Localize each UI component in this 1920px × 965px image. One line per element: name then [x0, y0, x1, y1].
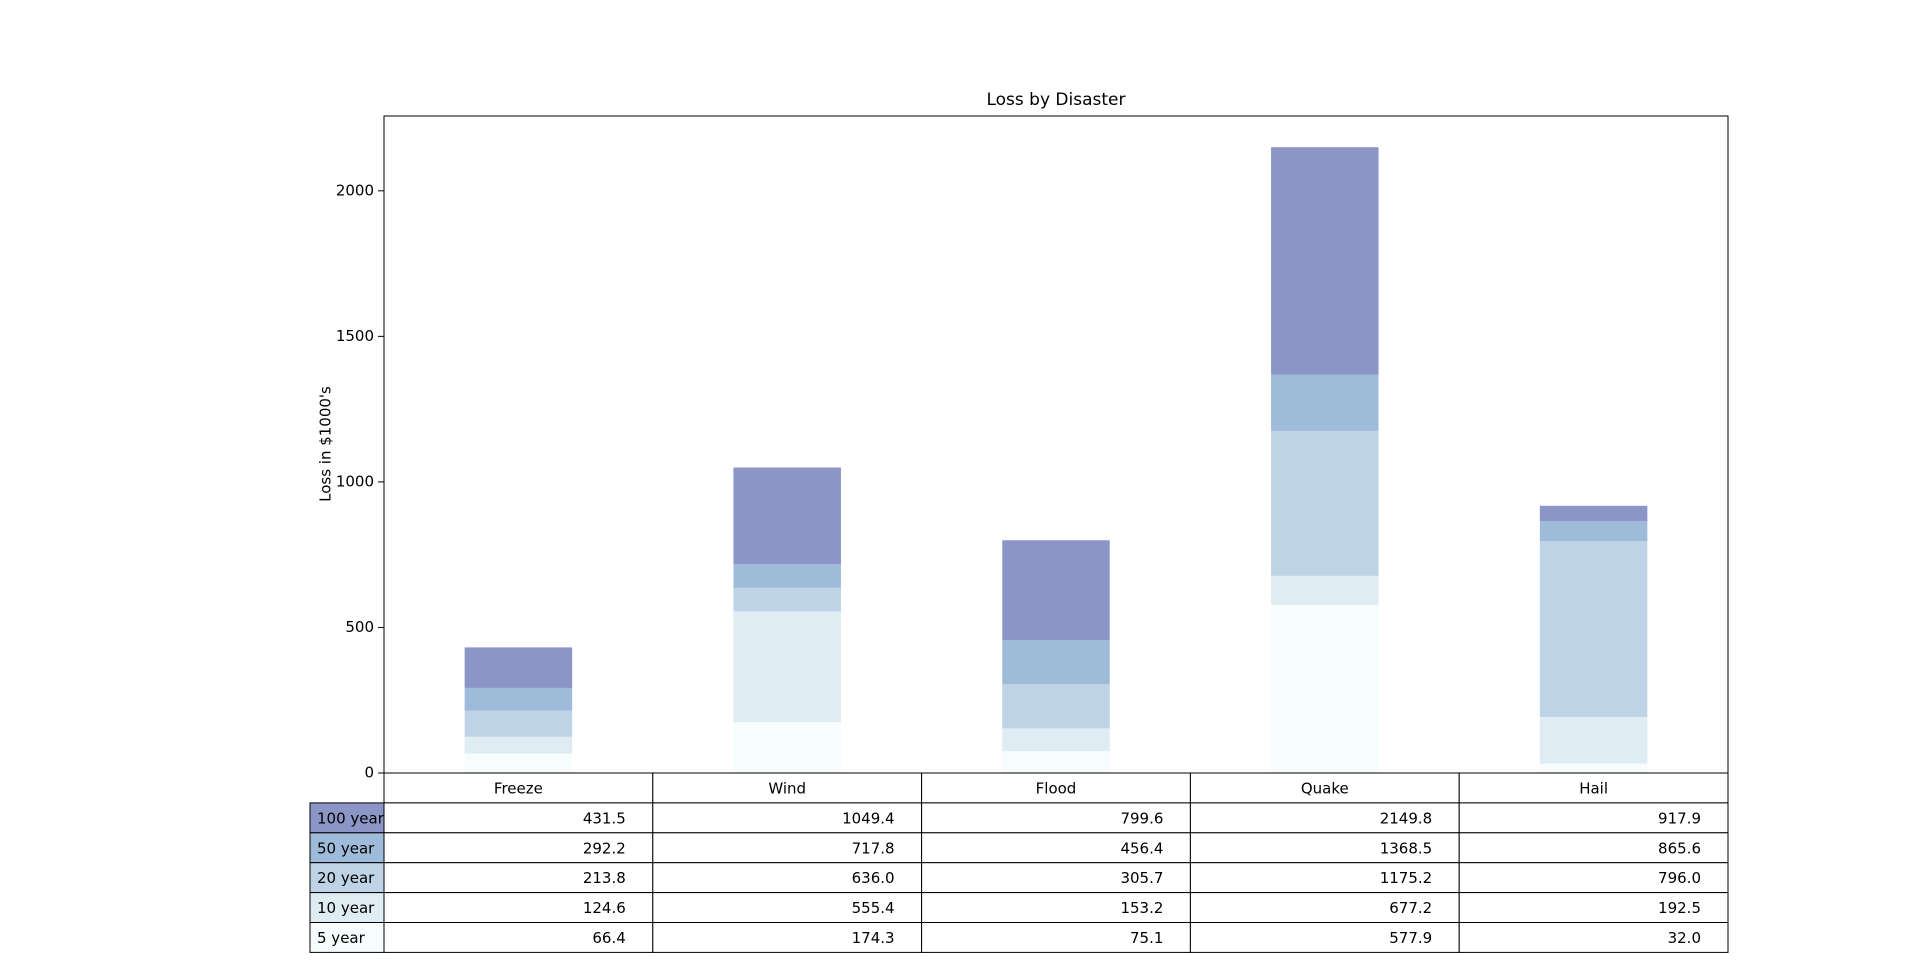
cell-value: 1049.4	[842, 809, 895, 827]
table-cell	[383, 832, 654, 864]
bar-segment	[1271, 374, 1379, 431]
cell-value: 555.4	[852, 899, 895, 917]
legend-swatch	[309, 922, 385, 953]
cell-value: 717.8	[852, 839, 895, 857]
cell-value: 292.2	[583, 839, 626, 857]
bar-segment	[733, 722, 841, 773]
bar-segment	[733, 587, 841, 612]
cell-value: 305.7	[1120, 869, 1163, 887]
row-label: 100 year	[317, 809, 385, 827]
table-cell	[1189, 922, 1460, 953]
bar-segment	[1002, 684, 1110, 729]
cell-value: 677.2	[1389, 899, 1432, 917]
cell-value: 799.6	[1120, 809, 1163, 827]
table-cell	[921, 922, 1191, 953]
table-header-cell	[383, 772, 654, 804]
y-tick-label: 1500	[336, 327, 374, 345]
bar-segment	[1539, 541, 1648, 717]
column-header: Freeze	[494, 779, 543, 797]
table-cell	[1189, 862, 1460, 894]
bar-segment	[733, 564, 841, 588]
bar-segment	[464, 753, 573, 773]
table-cell	[652, 862, 923, 894]
cell-value: 865.6	[1658, 839, 1701, 857]
bar-segment	[1539, 763, 1648, 773]
cell-value: 174.3	[852, 929, 895, 947]
table-cell	[383, 892, 654, 923]
cell-value: 2149.8	[1380, 809, 1433, 827]
table-cell	[1458, 892, 1729, 923]
cell-value: 1175.2	[1380, 869, 1433, 887]
table-cell	[921, 862, 1191, 894]
bar-segment	[464, 647, 573, 688]
cell-value: 636.0	[852, 869, 895, 887]
table-cell	[652, 832, 923, 864]
bar-segment	[464, 710, 573, 737]
y-axis-label: Loss in $1000's	[317, 386, 335, 502]
cell-value: 75.1	[1130, 929, 1163, 947]
cell-value: 577.9	[1389, 929, 1432, 947]
cell-value: 153.2	[1120, 899, 1163, 917]
cell-value: 124.6	[583, 899, 626, 917]
bar-segment	[733, 611, 841, 723]
column-header: Quake	[1301, 779, 1349, 797]
table-header-cell	[652, 772, 923, 804]
table-cell	[1458, 802, 1729, 834]
y-tick-label: 2000	[336, 181, 374, 199]
column-header: Flood	[1036, 779, 1077, 797]
bar-segment	[1002, 728, 1110, 752]
bar-segment	[1539, 521, 1648, 542]
cell-value: 456.4	[1120, 839, 1163, 857]
table-header-cell	[1189, 772, 1460, 804]
cell-value: 66.4	[592, 929, 625, 947]
column-header: Hail	[1579, 779, 1608, 797]
row-label: 10 year	[317, 899, 375, 917]
bar-segment	[1271, 147, 1379, 375]
table-cell	[921, 802, 1191, 834]
table-cell	[1458, 922, 1729, 953]
table-cell	[383, 862, 654, 894]
legend-swatch	[309, 892, 385, 923]
cell-value: 32.0	[1668, 929, 1701, 947]
y-tick-label: 0	[364, 764, 374, 782]
bar-segment	[1539, 505, 1648, 522]
cell-value: 192.5	[1658, 899, 1701, 917]
y-tick-label: 500	[345, 618, 374, 636]
cell-value: 796.0	[1658, 869, 1701, 887]
cell-value: 431.5	[583, 809, 626, 827]
table-cell	[1189, 802, 1460, 834]
bar-segment	[464, 687, 573, 711]
bar-segment	[1539, 716, 1648, 764]
table-header-cell	[1458, 772, 1729, 804]
legend-swatch	[309, 832, 385, 864]
row-label: 50 year	[317, 839, 375, 857]
bar-segment	[1002, 640, 1110, 685]
cell-value: 917.9	[1658, 809, 1701, 827]
table-cell	[1189, 832, 1460, 864]
bar-segment	[1002, 540, 1110, 641]
table-cell	[921, 832, 1191, 864]
column-header: Wind	[768, 779, 806, 797]
bar-segment	[1002, 751, 1110, 773]
y-tick-label: 1000	[336, 472, 374, 490]
bar-segment	[733, 467, 841, 565]
bar-segment	[1271, 604, 1379, 773]
legend-swatch	[309, 862, 385, 894]
bar-segment	[464, 736, 573, 754]
bar-segment	[1271, 575, 1379, 605]
table-cell	[1189, 892, 1460, 923]
row-label: 5 year	[317, 929, 366, 947]
chart-title: Loss by Disaster	[986, 90, 1125, 110]
bar-segment	[1271, 430, 1379, 576]
cell-value: 213.8	[583, 869, 626, 887]
table-cell	[383, 922, 654, 953]
table-cell	[1458, 862, 1729, 894]
cell-value: 1368.5	[1380, 839, 1433, 857]
row-label: 20 year	[317, 869, 375, 887]
